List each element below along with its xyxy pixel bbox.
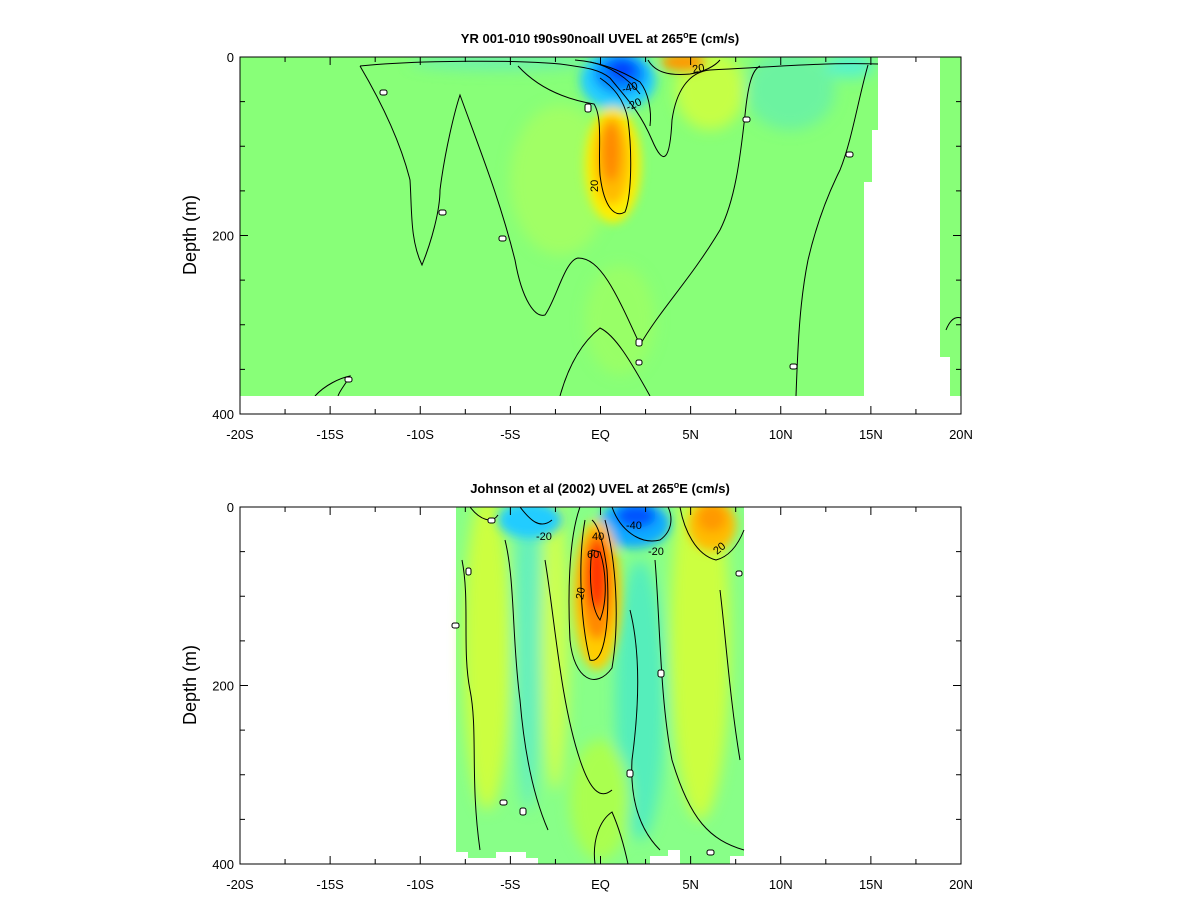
x-tick-labels-model: -20S -15S -10S -5S EQ 5N 10N 15N 20N — [226, 427, 973, 442]
x-tick-label: 20N — [949, 877, 973, 892]
positive-band-west — [463, 507, 511, 810]
undercurrent-core — [602, 122, 620, 182]
y-axis-label-model: Depth (m) — [180, 195, 200, 275]
x-tick-label: 5N — [682, 877, 699, 892]
svg-text:20: 20 — [589, 180, 601, 192]
negative-band-sw — [514, 507, 542, 810]
weak-positive-n — [675, 57, 745, 130]
weak-negative-east — [745, 57, 835, 130]
x-tick-label: 10N — [769, 877, 793, 892]
x-tick-label: 20N — [949, 427, 973, 442]
zero-contour-marks-model — [344, 89, 873, 383]
x-tick-label: EQ — [591, 877, 610, 892]
heatmap-field-model: -40 -20 20 20 — [240, 57, 961, 414]
necc-surface — [661, 57, 705, 71]
x-tick-label: 15N — [859, 877, 883, 892]
x-tick-label: -10S — [407, 877, 435, 892]
x-tick-label: EQ — [591, 427, 610, 442]
missing-data-obs-bottom — [456, 850, 744, 864]
surface-jet-north-core — [616, 507, 656, 528]
positive-band-n — [670, 507, 730, 820]
x-tick-label: -20S — [226, 427, 254, 442]
y-axis-label-obs: Depth (m) — [180, 645, 200, 725]
chart-panel-model: YR 001-010 t90s90noall UVEL at 265oE (cm… — [180, 30, 973, 442]
x-tick-labels-obs: -20S -15S -10S -5S EQ 5N 10N 15N 20N — [226, 877, 973, 892]
svg-text:-20: -20 — [648, 546, 664, 558]
surface-jet-south — [498, 507, 562, 538]
y-tick-labels-model: 0 200 400 — [212, 50, 234, 422]
y-tick-label: 400 — [212, 407, 234, 422]
chart-title-obs: Johnson et al (2002) UVEL at 265oE (cm/s… — [470, 480, 730, 496]
contour-labels-model: -40 -20 20 20 — [589, 62, 706, 192]
svg-text:40: 40 — [592, 531, 604, 543]
svg-text:-40: -40 — [621, 80, 639, 96]
y-tick-label: 0 — [227, 50, 234, 65]
svg-text:-20: -20 — [536, 531, 552, 543]
chart-panel-obs: Johnson et al (2002) UVEL at 265oE (cm/s… — [180, 480, 973, 892]
x-tick-label: 10N — [769, 427, 793, 442]
heatmap-fill-model-east-lower — [950, 300, 961, 396]
svg-text:60: 60 — [587, 549, 599, 561]
x-tick-label: 5N — [682, 427, 699, 442]
heatmap-fill-model-east — [940, 57, 961, 357]
svg-text:20: 20 — [574, 586, 588, 600]
y-tick-label: 400 — [212, 857, 234, 872]
tick-marks-model — [239, 56, 962, 415]
weak-positive-west — [510, 105, 610, 255]
x-tick-label: 15N — [859, 427, 883, 442]
x-tick-label: -5S — [500, 427, 521, 442]
positive-band-deep — [570, 740, 630, 860]
y-tick-labels-obs: 0 200 400 — [212, 500, 234, 872]
missing-data-model — [864, 57, 950, 396]
chart-title-model: YR 001-010 t90s90noall UVEL at 265oE (cm… — [461, 30, 739, 46]
svg-text:20: 20 — [691, 62, 705, 76]
contour-lines-model — [314, 59, 961, 397]
x-tick-label: -20S — [226, 877, 254, 892]
zero-contour-marks-obs — [451, 517, 743, 856]
svg-text:-40: -40 — [626, 520, 642, 532]
x-tick-label: -10S — [407, 427, 435, 442]
heatmap-field-obs: -40 -20 -20 20 20 40 60 — [451, 507, 745, 864]
necc-obs-core — [698, 507, 726, 532]
contour-lines-obs — [461, 507, 745, 864]
x-tick-label: -15S — [316, 877, 344, 892]
weak-negative-surf-n — [825, 57, 875, 78]
y-tick-label: 200 — [212, 679, 234, 694]
weak-positive-mid — [585, 265, 655, 375]
y-tick-label: 200 — [212, 229, 234, 244]
tick-marks-obs — [239, 506, 962, 865]
y-tick-label: 0 — [227, 500, 234, 515]
x-tick-label: -5S — [500, 877, 521, 892]
weak-negative-surf-s — [410, 57, 590, 70]
x-tick-label: -15S — [316, 427, 344, 442]
